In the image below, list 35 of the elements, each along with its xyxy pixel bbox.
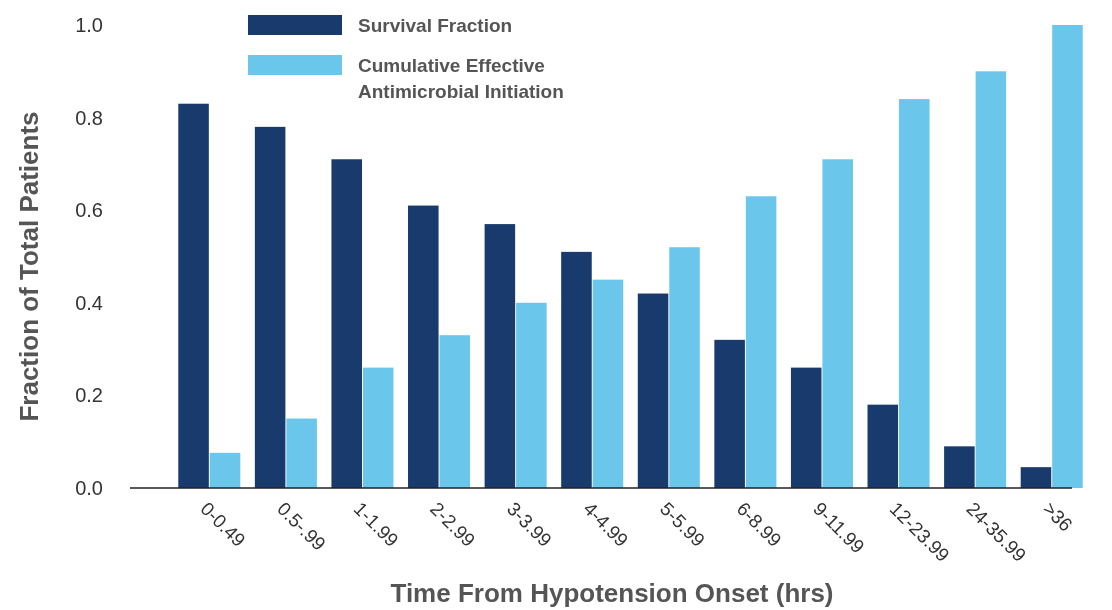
bar [669, 247, 700, 488]
legend-label: Survival Fraction [358, 15, 513, 36]
legend-label: Cumulative Effective Antimicrobial Initiation [358, 55, 564, 102]
bar [408, 205, 439, 488]
y-tick-label: 0.2 [75, 384, 103, 407]
bar [975, 71, 1007, 488]
bar [944, 446, 975, 488]
bar [1052, 25, 1083, 488]
bar [592, 279, 624, 488]
bar [209, 452, 241, 488]
bar [790, 367, 822, 488]
bar [822, 159, 853, 488]
bar [178, 103, 209, 488]
bar [561, 251, 592, 488]
bar [286, 418, 317, 488]
bar [484, 224, 516, 488]
y-tick-label: 1.0 [75, 14, 103, 36]
bar [331, 159, 362, 488]
x-axis-title: Time From Hypotension Onset (hrs) [390, 578, 834, 608]
bar [1020, 467, 1052, 488]
bar [745, 196, 777, 488]
bar [439, 335, 471, 488]
y-tick-label: 0.6 [75, 199, 103, 222]
y-tick-label: 0.4 [75, 291, 103, 314]
bar [516, 302, 547, 488]
bar [637, 293, 669, 488]
bar [362, 367, 394, 488]
y-axis-title: Fraction of Total Patients [14, 111, 44, 422]
y-tick-label: 0.0 [75, 477, 103, 499]
x-tick-label: >36 [1038, 497, 1077, 536]
bar [899, 99, 930, 488]
bar [254, 126, 286, 488]
y-tick-label: 0.8 [75, 106, 103, 129]
bar [867, 404, 899, 488]
bar [714, 339, 745, 488]
